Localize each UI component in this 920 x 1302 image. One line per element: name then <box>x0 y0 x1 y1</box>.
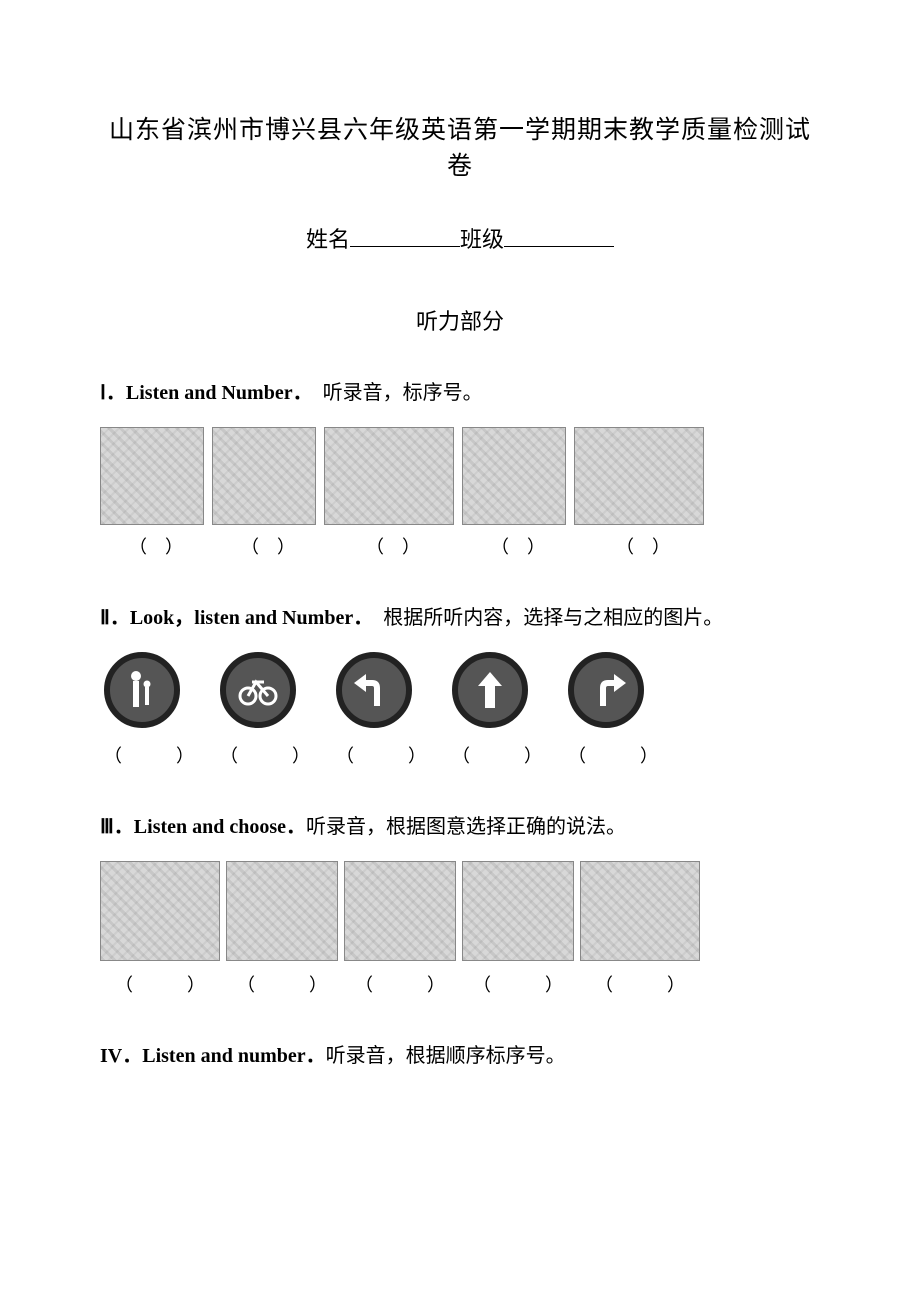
q3-image-5 <box>580 861 700 961</box>
q3-paren-2[interactable]: （ ） <box>226 971 344 997</box>
name-class-line: 姓名 班级 <box>100 222 820 254</box>
q2-en: Look，listen and Number． <box>130 607 363 629</box>
q1-image-1 <box>100 427 204 525</box>
question-3: Ⅲ．Listen and choose．听录音，根据图意选择正确的说法。 <box>100 810 820 839</box>
turn-right-sign-icon <box>568 652 644 728</box>
q3-image-4 <box>462 861 574 961</box>
q1-paren-3[interactable]: （ ） <box>324 533 462 559</box>
q3-image-2 <box>226 861 338 961</box>
bicycle-sign-icon <box>220 652 296 728</box>
q2-paren-5[interactable]: （ ） <box>568 742 644 768</box>
q2-paren-1[interactable]: （ ） <box>104 742 180 768</box>
q1-image-row <box>100 427 820 525</box>
turn-left-sign-icon <box>336 652 412 728</box>
question-2: Ⅱ．Look，listen and Number． 根据所听内容，选择与之相应的… <box>100 601 820 630</box>
name-blank[interactable] <box>350 228 460 247</box>
q3-image-row <box>100 861 820 961</box>
q1-cn: 听录音，标序号。 <box>303 382 483 404</box>
exam-title: 山东省滨州市博兴县六年级英语第一学期期末教学质量检测试卷 <box>100 110 820 182</box>
q3-paren-1[interactable]: （ ） <box>100 971 226 997</box>
q3-paren-row: （ ） （ ） （ ） （ ） （ ） <box>100 971 820 997</box>
q2-paren-4[interactable]: （ ） <box>452 742 528 768</box>
name-label: 姓名 <box>306 227 350 252</box>
listening-section-title: 听力部分 <box>100 304 820 336</box>
q2-cn: 根据所听内容，选择与之相应的图片。 <box>363 607 723 629</box>
q3-roman: Ⅲ． <box>100 816 134 838</box>
q1-image-5 <box>574 427 704 525</box>
q1-roman: Ⅰ． <box>100 382 126 404</box>
class-label: 班级 <box>460 227 504 252</box>
q1-paren-2[interactable]: （ ） <box>212 533 324 559</box>
q3-paren-4[interactable]: （ ） <box>462 971 580 997</box>
q2-roman: Ⅱ． <box>100 607 130 629</box>
q3-paren-3[interactable]: （ ） <box>344 971 462 997</box>
question-4: IV．Listen and number．听录音，根据顺序标序号。 <box>100 1039 820 1068</box>
q1-paren-row: （ ） （ ） （ ） （ ） （ ） <box>100 533 820 559</box>
q2-paren-row: （ ） （ ） （ ） （ ） （ ） <box>100 742 820 768</box>
question-1: Ⅰ．Listen and Number． 听录音，标序号。 <box>100 376 820 405</box>
q1-en: Listen and Number． <box>126 382 303 404</box>
q4-roman: IV． <box>100 1045 142 1067</box>
q2-paren-2[interactable]: （ ） <box>220 742 296 768</box>
pedestrian-sign-icon <box>104 652 180 728</box>
q1-paren-5[interactable]: （ ） <box>574 533 712 559</box>
q3-paren-5[interactable]: （ ） <box>580 971 706 997</box>
straight-sign-icon <box>452 652 528 728</box>
q4-cn: 听录音，根据顺序标序号。 <box>326 1045 566 1067</box>
q3-en: Listen and choose． <box>134 816 306 838</box>
page: 山东省滨州市博兴县六年级英语第一学期期末教学质量检测试卷 姓名 班级 听力部分 Ⅰ… <box>0 0 920 1302</box>
q2-sign-row <box>100 652 820 728</box>
class-blank[interactable] <box>504 228 614 247</box>
q3-image-1 <box>100 861 220 961</box>
q1-paren-1[interactable]: （ ） <box>100 533 212 559</box>
q1-image-2 <box>212 427 316 525</box>
q3-cn: 听录音，根据图意选择正确的说法。 <box>306 816 626 838</box>
q4-en: Listen and number． <box>142 1045 325 1067</box>
q1-image-4 <box>462 427 566 525</box>
q3-image-3 <box>344 861 456 961</box>
q1-image-3 <box>324 427 454 525</box>
q1-paren-4[interactable]: （ ） <box>462 533 574 559</box>
q2-paren-3[interactable]: （ ） <box>336 742 412 768</box>
